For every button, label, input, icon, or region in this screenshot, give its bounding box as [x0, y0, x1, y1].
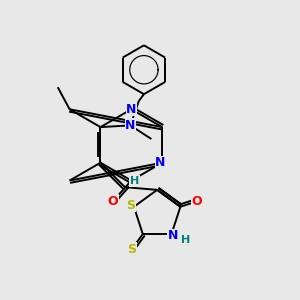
- Text: H: H: [130, 176, 139, 186]
- Text: O: O: [107, 195, 118, 208]
- Text: S: S: [126, 199, 135, 212]
- Text: N: N: [126, 103, 136, 116]
- Text: H: H: [181, 235, 190, 245]
- Text: O: O: [192, 195, 202, 208]
- Text: N: N: [168, 229, 178, 242]
- Text: N: N: [155, 156, 166, 169]
- Text: N: N: [125, 119, 136, 132]
- Text: S: S: [127, 243, 136, 256]
